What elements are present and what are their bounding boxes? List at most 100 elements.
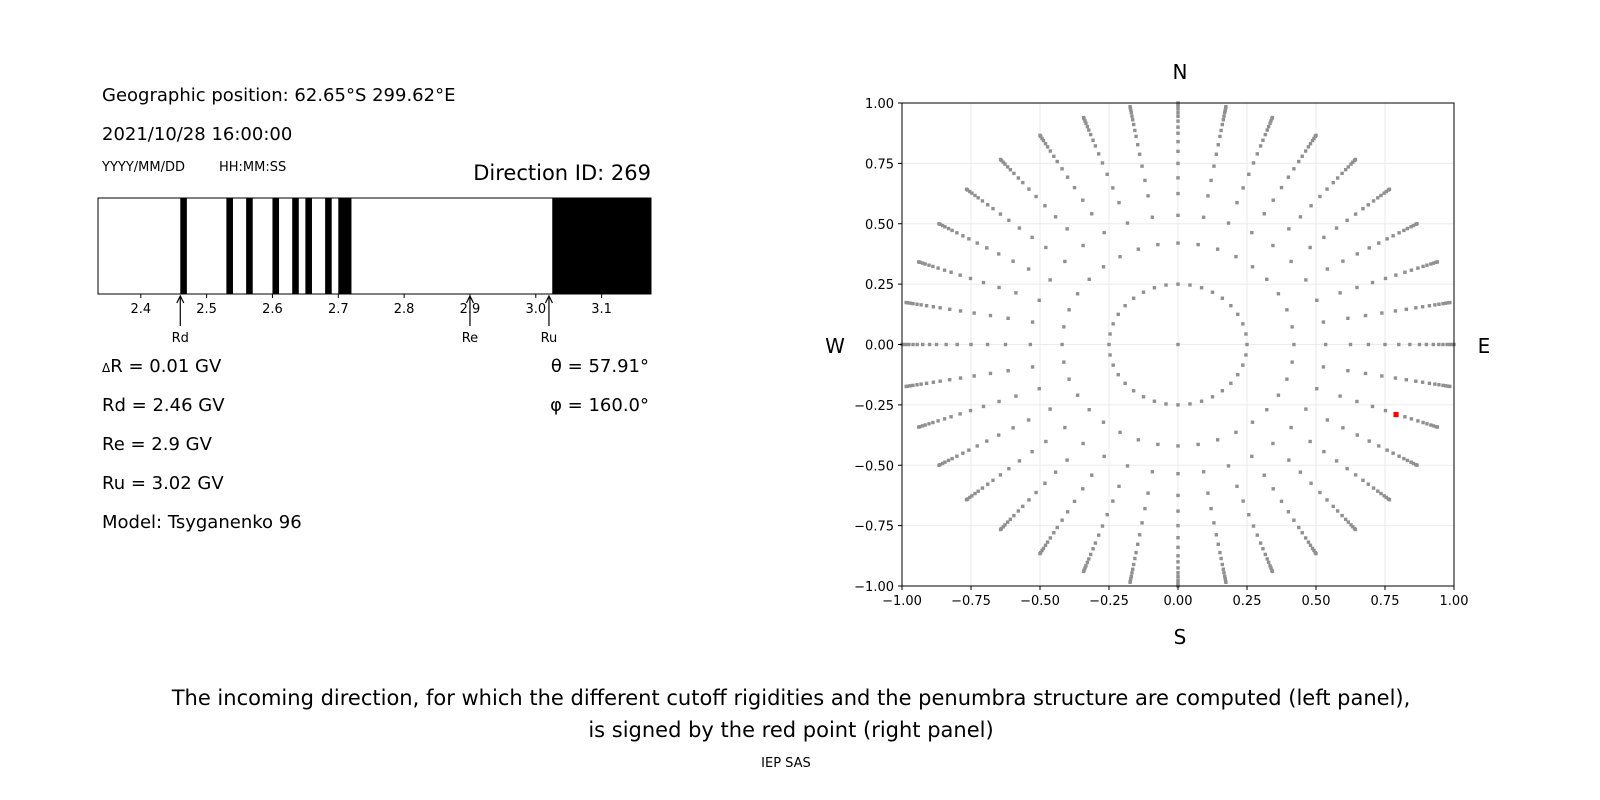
direction-point <box>1134 550 1138 555</box>
direction-point <box>1241 186 1245 190</box>
direction-point <box>1346 520 1351 524</box>
direction-point <box>1117 200 1121 205</box>
direction-point <box>927 422 931 426</box>
direction-point <box>1380 311 1384 315</box>
direction-point <box>1048 407 1052 411</box>
direction-point <box>915 302 919 306</box>
direction-point <box>970 494 974 498</box>
penumbra-band <box>292 198 299 294</box>
direction-point <box>1221 567 1225 571</box>
direction-point <box>1376 196 1380 200</box>
direction-point <box>915 383 919 387</box>
direction-point <box>1081 441 1085 446</box>
direction-point <box>997 399 1001 404</box>
x-tick-label: −0.75 <box>951 594 991 609</box>
marker-label-re: Re <box>462 331 478 346</box>
direction-point <box>1034 194 1038 199</box>
direction-point <box>1340 513 1344 518</box>
direction-point <box>1140 521 1144 525</box>
direction-point <box>947 378 952 382</box>
direction-point <box>1137 533 1142 537</box>
y-tick-label: −0.75 <box>854 520 894 535</box>
direction-point <box>1084 564 1088 568</box>
direction-point <box>1276 292 1281 296</box>
direction-point <box>1199 399 1204 403</box>
direction-point <box>1321 320 1326 324</box>
direction-point <box>1026 418 1031 422</box>
direction-point <box>931 305 936 309</box>
direction-point <box>972 374 976 378</box>
direction-point <box>1391 451 1395 455</box>
direction-point <box>1247 513 1251 517</box>
direction-point <box>1041 546 1046 551</box>
direction-point <box>955 231 959 235</box>
direction-point <box>1176 161 1180 166</box>
direction-point <box>1091 547 1095 551</box>
direction-point <box>1222 571 1226 575</box>
direction-point <box>1312 136 1316 141</box>
delta-r-value: ΔR = 0.01 GV <box>102 356 221 377</box>
direction-point <box>1435 260 1440 264</box>
direction-point <box>1008 517 1013 522</box>
direction-point <box>1021 504 1025 509</box>
direction-point <box>1017 226 1022 230</box>
direction-point <box>981 280 986 285</box>
direction-point <box>1346 369 1350 373</box>
direction-point <box>1241 322 1245 326</box>
direction-point <box>1421 420 1425 425</box>
direction-point <box>1176 560 1180 564</box>
direction-point <box>1141 290 1146 294</box>
direction-point <box>1287 227 1291 231</box>
direction-point <box>1006 369 1010 373</box>
direction-point <box>1085 560 1090 565</box>
direction-point <box>1334 226 1339 230</box>
direction-point <box>931 380 936 384</box>
direction-point <box>991 478 995 483</box>
caption-line-2: is signed by the red point (right panel) <box>588 718 994 742</box>
direction-point <box>1116 372 1120 377</box>
direction-point <box>1405 458 1410 463</box>
direction-point <box>1258 541 1263 545</box>
direction-point <box>1341 426 1345 430</box>
direction-point <box>1387 187 1392 191</box>
direction-point <box>1229 303 1233 308</box>
direction-point <box>1402 228 1406 233</box>
direction-point <box>986 482 990 486</box>
direction-point <box>1351 160 1355 164</box>
direction-point <box>967 448 971 452</box>
theta-value: θ = 57.91° <box>550 356 649 377</box>
direction-point <box>1199 286 1204 290</box>
direction-point <box>968 408 973 413</box>
direction-point <box>976 196 980 200</box>
direction-point <box>1201 470 1206 474</box>
direction-point <box>1292 167 1296 171</box>
direction-point <box>970 191 974 195</box>
direction-point <box>968 276 973 281</box>
direction-point <box>1176 110 1180 115</box>
direction-point <box>1298 470 1303 474</box>
direction-point <box>1308 439 1312 444</box>
direction-point <box>1335 176 1340 180</box>
direction-point <box>1123 303 1127 308</box>
direction-point <box>1314 551 1318 556</box>
direction-point <box>1088 132 1093 137</box>
direction-point <box>1250 265 1255 269</box>
x-tick-label: 2.5 <box>196 302 217 317</box>
direction-point <box>1292 518 1296 522</box>
direction-point <box>1223 108 1227 112</box>
direction-point <box>943 460 947 464</box>
direction-point <box>1102 230 1106 235</box>
direction-point <box>1131 122 1136 127</box>
direction-point <box>1411 461 1416 466</box>
direction-point <box>1088 552 1093 557</box>
direction-point <box>931 420 935 425</box>
direction-point <box>1318 490 1322 495</box>
penumbra-band <box>246 198 253 294</box>
direction-point <box>1235 484 1239 489</box>
direction-point <box>1444 384 1448 388</box>
direction-point <box>1331 180 1335 185</box>
direction-point <box>1355 285 1359 290</box>
direction-point <box>1234 254 1238 259</box>
direction-point <box>1055 159 1059 164</box>
direction-point <box>919 303 923 307</box>
